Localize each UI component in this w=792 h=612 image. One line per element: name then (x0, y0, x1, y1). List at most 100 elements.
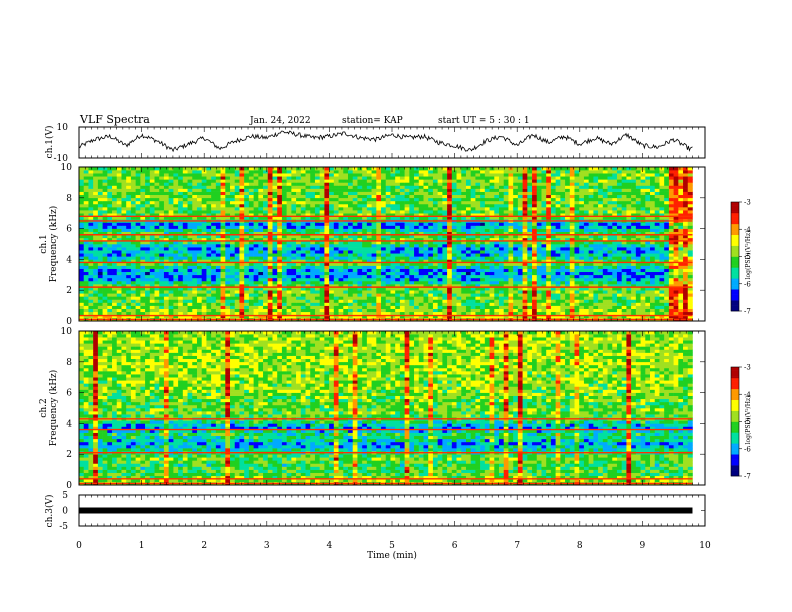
spectrogram-cell (173, 287, 179, 291)
spectrogram-cell (598, 237, 604, 242)
spectrogram-cell (687, 240, 693, 245)
spectrogram-cell (244, 287, 250, 291)
spectrogram-cell (244, 259, 250, 263)
spectrogram-cell (215, 274, 221, 279)
spectrogram-cell (569, 284, 575, 288)
spectrogram-cell (659, 296, 665, 300)
spectrogram-cell (93, 290, 99, 294)
spectrogram-cell (277, 250, 283, 254)
spectrogram-cell (414, 290, 420, 294)
spectrogram-cell (475, 287, 481, 291)
spectrogram-cell (239, 287, 245, 291)
spectrogram-cell (291, 262, 297, 266)
spectrogram-cell (130, 240, 136, 245)
spectrogram-cell (683, 293, 689, 297)
spectrogram-cell (154, 268, 160, 273)
spectrogram-cell (286, 247, 292, 251)
spectrogram-cell (683, 250, 689, 254)
spectrogram-cell (225, 253, 231, 257)
spectrogram-cell (319, 290, 325, 294)
spectrogram-cell (616, 290, 622, 294)
spectrogram-cell (135, 308, 141, 313)
spectrogram-cell (588, 290, 594, 294)
spectrogram-cell (640, 311, 646, 316)
spectrogram-cell (659, 250, 665, 254)
spectrogram-cell (451, 240, 457, 245)
spectrogram-cell (456, 284, 462, 288)
spectrogram-cell (687, 305, 693, 309)
spectrogram-cell (140, 213, 146, 217)
spectrogram-cell (357, 299, 363, 303)
spectrogram-cell (395, 247, 401, 251)
spectrogram-cell (107, 256, 113, 260)
spectrogram-cell (664, 234, 670, 239)
spectrogram-cell (319, 296, 325, 300)
spectrogram-cell (362, 222, 368, 226)
spectrogram-cell (588, 265, 594, 269)
spectrogram-cell (607, 250, 613, 254)
spectrogram-cell (635, 296, 641, 300)
spectrogram-cell (140, 225, 146, 229)
spectrogram-cell (211, 200, 217, 205)
spectrogram-cell (329, 302, 335, 306)
spectrogram-cell (385, 216, 391, 220)
spectrogram-cell (550, 222, 556, 226)
spectrogram-cell (206, 237, 212, 242)
spectrogram-cell (532, 284, 538, 288)
spectrogram-cell (83, 293, 89, 297)
spectrogram-cell (527, 262, 533, 266)
spectrogram-cell (432, 293, 438, 297)
spectrogram-cell (650, 305, 656, 309)
spectrogram-cell (513, 244, 519, 248)
spectrogram-cell (333, 247, 339, 251)
spectrogram-cell (447, 268, 453, 273)
spectrogram-cell (244, 244, 250, 248)
spectrogram-cell (130, 314, 136, 319)
spectrogram-cell (409, 213, 415, 217)
spectrogram-cell (192, 253, 198, 257)
spectrogram-cell (395, 234, 401, 239)
spectrogram-cell (272, 262, 278, 266)
spectrogram-cell (286, 265, 292, 269)
spectrogram-cell (362, 271, 368, 276)
spectrogram-cell (626, 240, 632, 245)
spectrogram-cell (102, 262, 108, 266)
spectrogram-cell (277, 231, 283, 236)
spectrogram-cell (550, 225, 556, 229)
spectrogram-cell (376, 311, 382, 316)
spectrogram-cell (79, 216, 85, 220)
spectrogram-cell (93, 277, 99, 282)
spectrogram-cell (508, 250, 514, 254)
spectrogram-cell (616, 268, 622, 273)
spectrogram-cell (612, 259, 618, 263)
spectrogram-cell (225, 216, 231, 220)
spectrogram-cell (650, 299, 656, 303)
spectrogram-cell (135, 210, 141, 214)
spectrogram-cell (470, 299, 476, 303)
spectrogram-cell (536, 234, 542, 239)
spectrogram-cell (541, 296, 547, 300)
spectrogram-cell (418, 237, 424, 242)
spectrogram-cell (409, 296, 415, 300)
spectrogram-cell (527, 210, 533, 214)
spectrogram-cell (267, 284, 273, 288)
spectrogram-cell (447, 314, 453, 319)
spectrogram-cell (88, 277, 94, 282)
spectrogram-cell (140, 200, 146, 205)
spectrogram-cell (314, 262, 320, 266)
spectrogram-cell (513, 231, 519, 236)
spectrogram-cell (475, 234, 481, 239)
spectrogram-cell (206, 280, 212, 285)
spectrogram-cell (687, 271, 693, 276)
spectrogram-cell (140, 203, 146, 208)
spectrogram-cell (333, 234, 339, 239)
spectrogram-cell (532, 237, 538, 242)
spectrogram-cell (253, 231, 259, 236)
spectrogram-cell (437, 247, 443, 251)
spectrogram-cell (650, 231, 656, 236)
spectrogram-cell (465, 274, 471, 279)
spectrogram-cell (532, 256, 538, 260)
spectrogram-cell (668, 268, 674, 273)
spectrogram-cell (244, 247, 250, 251)
spectrogram-cell (338, 225, 344, 229)
